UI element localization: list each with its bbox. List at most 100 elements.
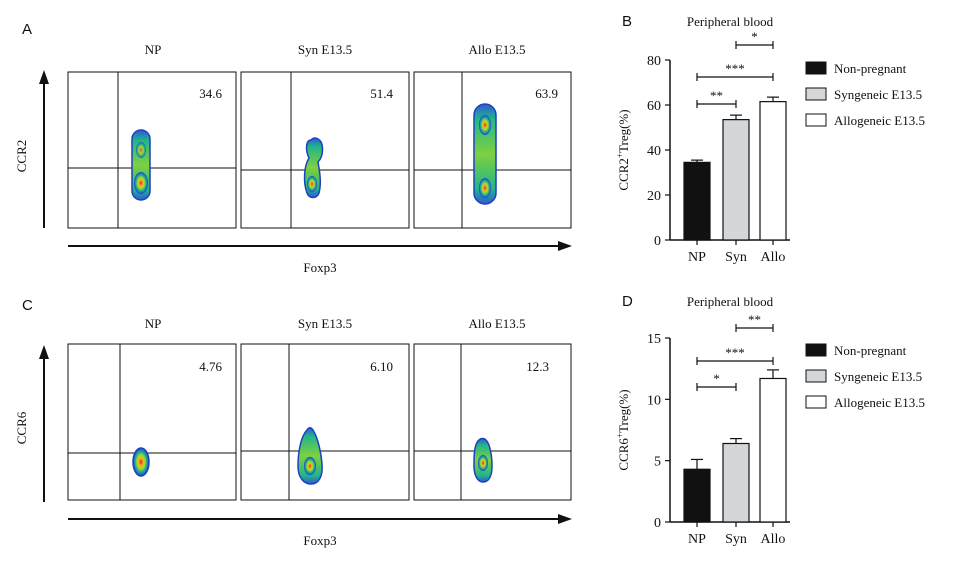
panel-letter-a: A	[22, 21, 32, 38]
legend-swatch-nonpregnant	[805, 343, 827, 357]
density-hotspot	[304, 457, 316, 475]
legend-label: Allogeneic E13.5	[834, 395, 925, 410]
y-tick-label: 0	[654, 516, 661, 531]
x-label-c: Foxp3	[303, 533, 336, 548]
cell-density-blob	[297, 427, 323, 485]
significance-label: *	[713, 371, 720, 386]
x-label-a: Foxp3	[303, 260, 336, 275]
flow-panel-title: Allo E13.5	[468, 42, 525, 57]
y-axis-label: CCR2+Treg(%)	[615, 109, 631, 190]
flow-row-c: C CCR6 Foxp3 NP 4.76 Syn E13.5 6.10 Allo…	[14, 297, 572, 548]
y-tick-label: 80	[647, 54, 661, 69]
x-tick-label: NP	[688, 532, 706, 547]
density-hotspot	[307, 176, 317, 192]
significance-label: *	[751, 29, 758, 44]
bar	[722, 442, 750, 523]
flow-panel-c-np: NP 4.76	[67, 316, 237, 501]
flow-row-a: A CCR2 Foxp3 NP 34.6 Syn E13.5 51.4	[14, 21, 572, 275]
flow-panel-title: NP	[145, 42, 162, 57]
y-axis-label: CCR6+Treg(%)	[615, 389, 631, 470]
bar	[722, 119, 750, 241]
significance-label: **	[748, 312, 761, 327]
chart-title: Peripheral blood	[687, 14, 774, 29]
quadrant-percent: 34.6	[199, 86, 222, 101]
legend-top: Non-pregnant Syngeneic E13.5 Allogeneic …	[805, 61, 925, 128]
y-tick-label: 40	[647, 144, 661, 159]
y-tick-label: 10	[647, 393, 661, 408]
x-arrowhead-a	[558, 241, 572, 251]
legend-label: Allogeneic E13.5	[834, 113, 925, 128]
chart-title: Peripheral blood	[687, 294, 774, 309]
y-tick-label: 60	[647, 99, 661, 114]
y-tick-label: 0	[654, 234, 661, 249]
quadrant-percent: 51.4	[370, 86, 393, 101]
density-hotspot	[479, 115, 491, 135]
significance-label: **	[710, 88, 723, 103]
quadrant-percent: 6.10	[370, 359, 393, 374]
legend-swatch-syngeneic	[805, 369, 827, 383]
plot-frame	[240, 343, 410, 501]
flow-panel-a-allo: Allo E13.5 63.9	[413, 42, 572, 229]
bar	[683, 468, 711, 523]
density-hotspot	[478, 455, 488, 471]
bar-chart-b: B Peripheral blood CCR2+Treg(%) 0 20 40 60 8…	[615, 13, 790, 265]
y-axis-label-main: CCR6	[616, 438, 631, 471]
flow-panel-title: Syn E13.5	[298, 316, 352, 331]
y-label-c: CCR6	[14, 411, 29, 444]
y-axis-label-rest: Treg(%)	[616, 389, 631, 433]
bar	[759, 101, 787, 241]
y-tick-label: 15	[647, 332, 661, 347]
y-arrowhead-c	[39, 345, 49, 359]
plot-frame	[240, 71, 410, 229]
quadrant-percent: 4.76	[199, 359, 222, 374]
flow-panel-title: Syn E13.5	[298, 42, 352, 57]
significance-label: ***	[725, 61, 745, 76]
legend-swatch-allogeneic	[805, 395, 827, 409]
x-tick-label: Syn	[725, 532, 747, 547]
legend-label: Syngeneic E13.5	[834, 87, 922, 102]
bar-chart-d: D Peripheral blood CCR6+Treg(%) 0 5 10 15 NP…	[615, 293, 790, 547]
x-tick-label: Syn	[725, 250, 747, 265]
bar	[683, 161, 711, 241]
x-tick-label: NP	[688, 250, 706, 265]
panel-letter-c: C	[22, 297, 33, 314]
panel-letter-d: D	[622, 293, 633, 310]
y-tick-label: 5	[654, 455, 661, 470]
y-axis-label-rest: Treg(%)	[616, 109, 631, 153]
y-tick-label: 20	[647, 189, 661, 204]
plot-frame	[413, 343, 572, 501]
legend-bottom: Non-pregnant Syngeneic E13.5 Allogeneic …	[805, 343, 925, 410]
plot-frame	[413, 71, 572, 229]
density-hotspot	[134, 172, 148, 194]
y-arrowhead-a	[39, 70, 49, 84]
flow-panel-c-syn: Syn E13.5 6.10	[240, 316, 410, 501]
legend-label: Non-pregnant	[834, 61, 907, 76]
x-tick-label: Allo	[761, 532, 786, 547]
legend-swatch-allogeneic	[805, 113, 827, 127]
legend-swatch-syngeneic	[805, 87, 827, 101]
flow-panel-title: Allo E13.5	[468, 316, 525, 331]
y-axis-label-main: CCR2	[616, 158, 631, 191]
flow-panel-title: NP	[145, 316, 162, 331]
y-axis-label-sup: +	[615, 153, 625, 158]
quadrant-percent: 63.9	[535, 86, 558, 101]
quadrant-percent: 12.3	[526, 359, 549, 374]
legend-label: Syngeneic E13.5	[834, 369, 922, 384]
flow-panel-c-allo: Allo E13.5 12.3	[413, 316, 572, 501]
x-tick-label: Allo	[761, 250, 786, 265]
cell-density-blob	[132, 447, 150, 477]
bar	[759, 377, 787, 523]
cell-density-blob	[473, 103, 497, 205]
legend-swatch-nonpregnant	[805, 61, 827, 75]
density-hotspot	[136, 142, 146, 158]
plot-frame	[67, 343, 237, 501]
legend-label: Non-pregnant	[834, 343, 907, 358]
plot-frame	[67, 71, 237, 229]
y-label-a: CCR2	[14, 140, 29, 173]
density-hotspot	[479, 178, 491, 198]
panel-letter-b: B	[622, 13, 632, 30]
flow-panel-a-np: NP 34.6	[67, 42, 237, 229]
y-axis-label-sup: +	[615, 433, 625, 438]
x-arrowhead-c	[558, 514, 572, 524]
